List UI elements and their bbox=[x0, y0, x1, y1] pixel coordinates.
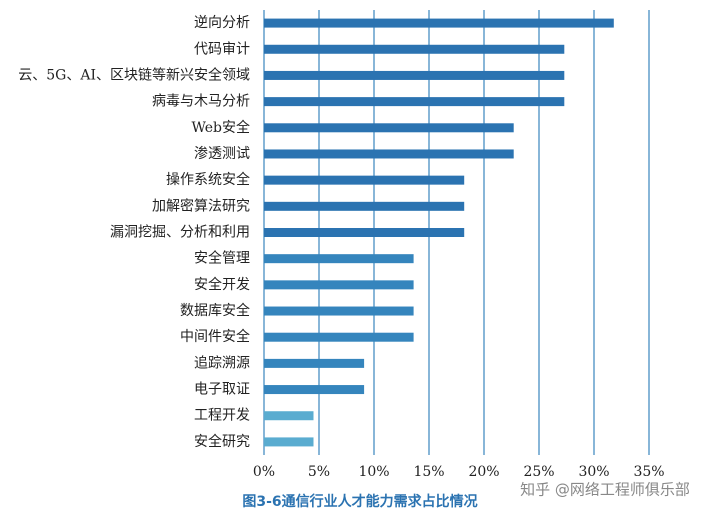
bar bbox=[264, 332, 414, 342]
bar bbox=[264, 149, 514, 159]
x-tick-label: 15% bbox=[413, 464, 444, 480]
bar bbox=[264, 358, 365, 368]
bar bbox=[264, 254, 414, 264]
y-tick-label: 操作系统安全 bbox=[166, 171, 250, 188]
y-tick-label: 数据库安全 bbox=[180, 302, 250, 319]
y-tick-label: 代码审计 bbox=[194, 41, 250, 57]
y-tick-label: 逆向分析 bbox=[194, 15, 250, 31]
bar bbox=[264, 280, 414, 290]
x-tick-label: 10% bbox=[358, 464, 389, 480]
y-tick-label: Web安全 bbox=[192, 119, 251, 136]
watermark: 知乎 @网络工程师俱乐部 bbox=[520, 481, 690, 499]
x-tick-label: 35% bbox=[633, 464, 664, 480]
x-tick-label: 30% bbox=[578, 464, 609, 480]
bar bbox=[264, 44, 565, 54]
bar bbox=[264, 306, 414, 316]
bar bbox=[264, 175, 465, 185]
x-tick-label: 0% bbox=[253, 464, 275, 480]
bar bbox=[264, 201, 465, 211]
y-tick-label: 追踪溯源 bbox=[194, 355, 250, 371]
y-tick-label: 病毒与木马分析 bbox=[152, 94, 250, 110]
y-tick-label: 安全管理 bbox=[194, 250, 250, 267]
y-tick-label: 安全研究 bbox=[194, 433, 250, 450]
bar bbox=[264, 437, 314, 447]
y-tick-label: 云、5G、AI、区块链等新兴安全领域 bbox=[18, 66, 250, 83]
bar bbox=[264, 70, 565, 80]
y-tick-label: 工程开发 bbox=[194, 408, 250, 424]
y-tick-label: 渗透测试 bbox=[194, 146, 250, 162]
y-tick-label: 中间件安全 bbox=[180, 328, 250, 345]
y-tick-label: 加解密算法研究 bbox=[152, 197, 250, 214]
x-tick-label: 20% bbox=[468, 464, 499, 480]
bar bbox=[264, 97, 565, 107]
x-tick-label: 5% bbox=[308, 464, 330, 480]
y-tick-label: 漏洞挖掘、分析和利用 bbox=[110, 225, 250, 241]
bar bbox=[264, 228, 465, 237]
bar bbox=[264, 385, 365, 395]
y-tick-label: 安全开发 bbox=[194, 276, 250, 293]
bar bbox=[264, 18, 614, 28]
bar bbox=[264, 411, 314, 421]
y-tick-label: 电子取证 bbox=[194, 382, 250, 398]
chart-caption: 图3-6通信行业人才能力需求占比情况 bbox=[242, 493, 477, 510]
x-tick-label: 25% bbox=[523, 464, 554, 480]
bar bbox=[264, 123, 514, 133]
